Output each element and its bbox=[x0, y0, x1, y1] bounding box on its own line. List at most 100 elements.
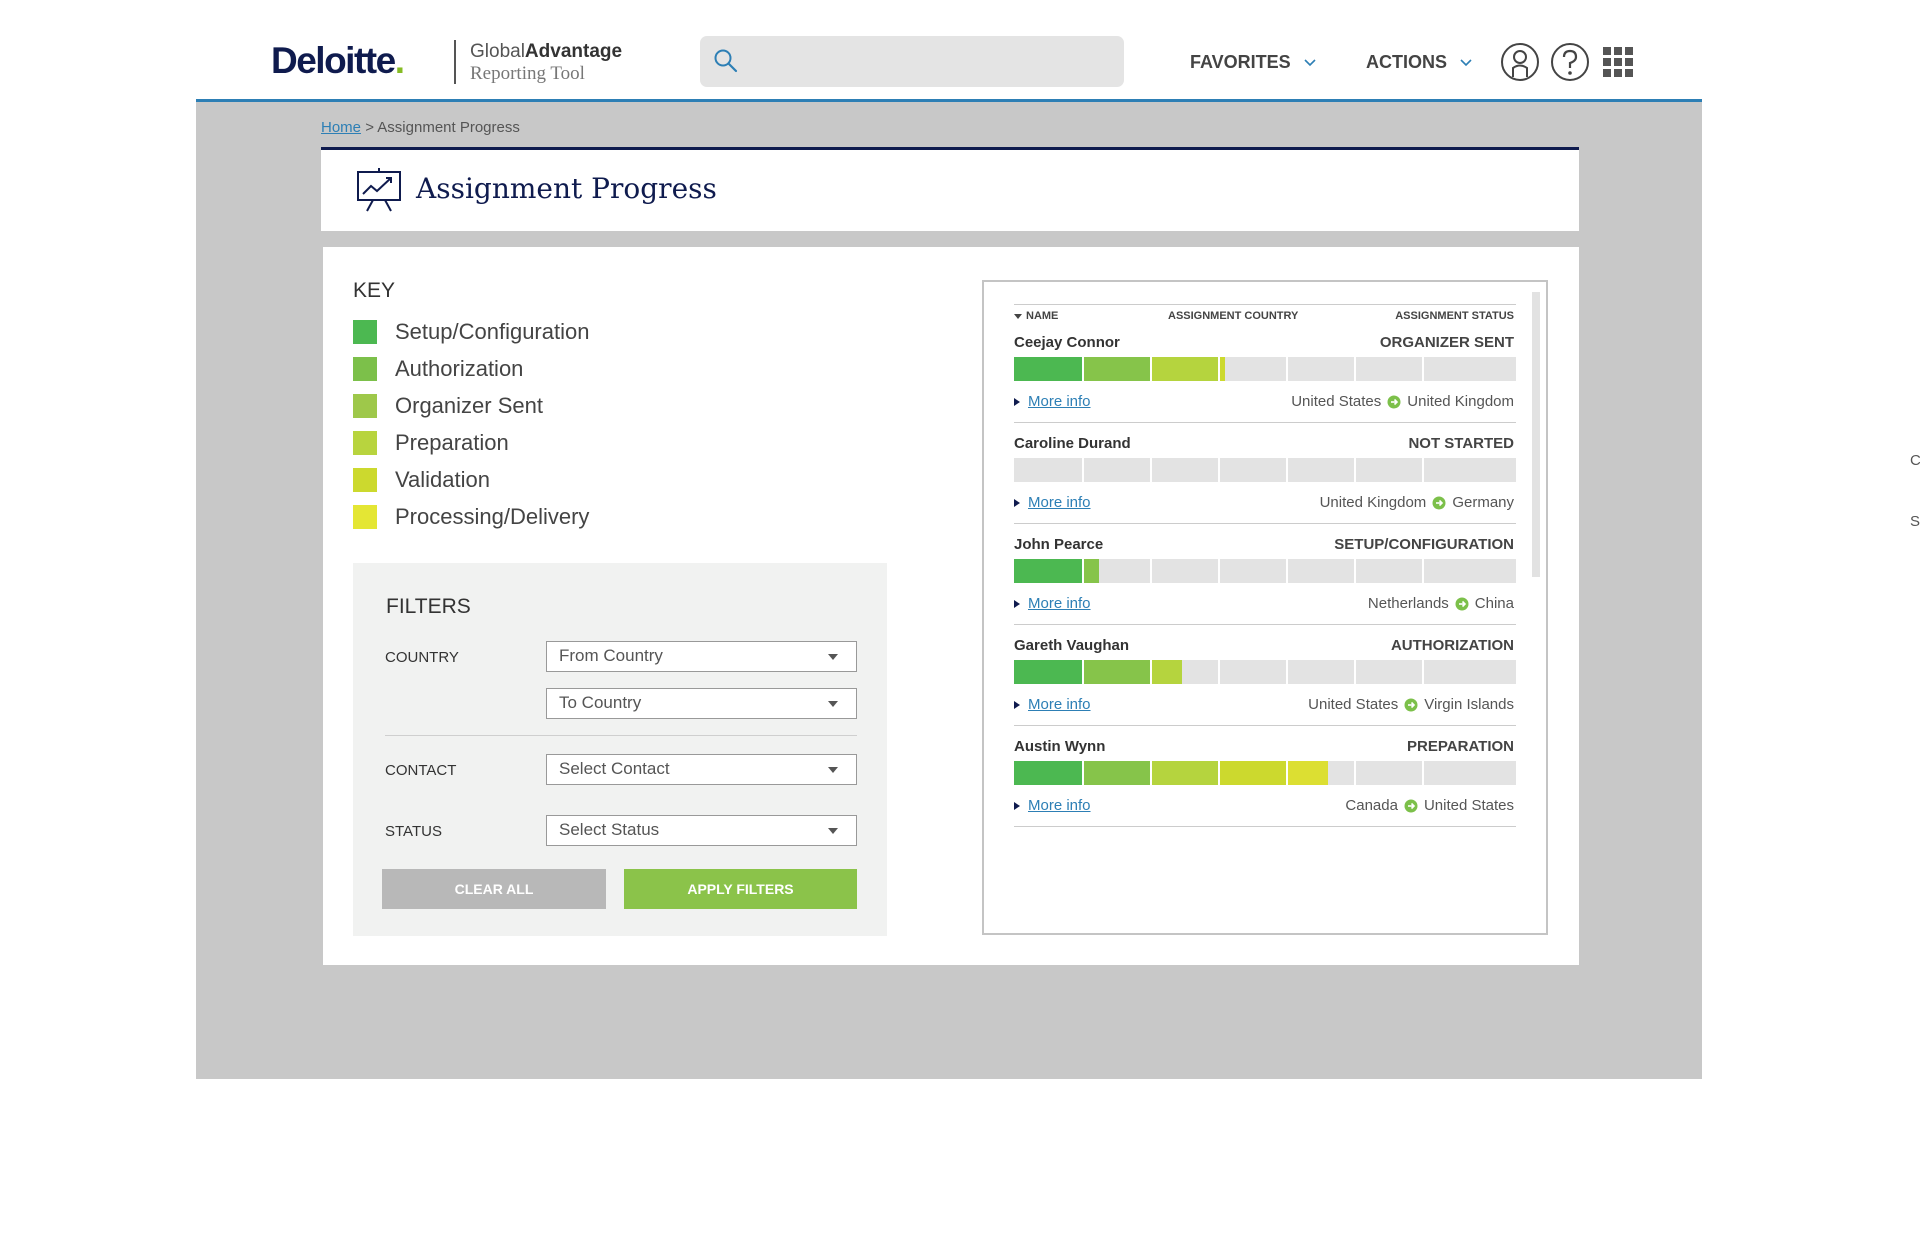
country-column-header[interactable]: ASSIGNMENT COUNTRY bbox=[1168, 310, 1299, 322]
key-swatch bbox=[353, 356, 377, 381]
assignment-status: PREPARATION bbox=[1407, 738, 1514, 755]
progress-divider bbox=[1422, 559, 1424, 583]
more-info-label: More info bbox=[1028, 696, 1091, 713]
progress-fill bbox=[1014, 559, 1099, 583]
progress-segment bbox=[1014, 357, 1083, 381]
progress-divider bbox=[1422, 357, 1424, 381]
more-info-label: More info bbox=[1028, 494, 1091, 511]
key-item: Processing/Delivery bbox=[353, 498, 589, 535]
key-swatch bbox=[353, 467, 377, 492]
assignee-name: John Pearce bbox=[1014, 536, 1104, 553]
caret-down-icon bbox=[828, 767, 838, 773]
user-profile-icon[interactable] bbox=[1500, 42, 1540, 82]
progress-segment bbox=[1151, 660, 1182, 684]
assignee-name: Austin Wynn bbox=[1014, 738, 1106, 755]
product-subtitle: Reporting Tool bbox=[470, 63, 585, 84]
arrow-right-circle-icon bbox=[1387, 395, 1401, 408]
assignment-route: Netherlands China bbox=[1368, 595, 1514, 612]
assignee-name: Ceejay Connor bbox=[1014, 334, 1120, 351]
to-country-select[interactable]: To Country bbox=[546, 688, 857, 719]
key-item: Authorization bbox=[353, 350, 589, 387]
product-name: GlobalAdvantage Reporting Tool bbox=[470, 41, 622, 85]
from-country-select[interactable]: From Country bbox=[546, 641, 857, 672]
edge-text-s: S bbox=[1910, 513, 1920, 530]
assignment-route: United States Virgin Islands bbox=[1308, 696, 1514, 713]
progress-bar bbox=[1014, 357, 1516, 381]
key-label: Processing/Delivery bbox=[395, 503, 590, 529]
help-icon[interactable] bbox=[1550, 42, 1590, 82]
more-info-link[interactable]: More info bbox=[1014, 494, 1091, 511]
assignment-route: United Kingdom Germany bbox=[1320, 494, 1514, 511]
favorites-menu[interactable]: FAVORITES bbox=[1190, 52, 1317, 73]
to-country: China bbox=[1474, 595, 1514, 612]
progress-divider bbox=[1218, 559, 1220, 583]
more-info-label: More info bbox=[1028, 393, 1091, 410]
caret-down-icon bbox=[828, 654, 838, 660]
chevron-down-icon bbox=[1460, 58, 1472, 66]
key-swatch bbox=[353, 393, 377, 418]
key-swatch bbox=[353, 504, 377, 529]
key-swatch bbox=[353, 430, 377, 455]
key-label: Organizer Sent bbox=[395, 392, 543, 418]
progress-bar bbox=[1014, 559, 1516, 583]
status-select[interactable]: Select Status bbox=[546, 815, 857, 846]
to-country: United States bbox=[1423, 797, 1514, 814]
clear-all-button[interactable]: CLEAR ALL bbox=[382, 869, 606, 909]
breadcrumb-home-link[interactable]: Home bbox=[321, 119, 362, 136]
progress-segment bbox=[1014, 761, 1083, 785]
more-info-link[interactable]: More info bbox=[1014, 696, 1091, 713]
assignee-name: Caroline Durand bbox=[1014, 435, 1131, 452]
product-name-a: Global bbox=[470, 41, 525, 62]
to-country: United Kingdom bbox=[1407, 393, 1514, 410]
progress-segment bbox=[1083, 357, 1151, 381]
status-label: STATUS bbox=[385, 823, 442, 840]
progress-segment bbox=[1219, 761, 1287, 785]
key-label: Validation bbox=[395, 466, 490, 492]
key-label: Setup/Configuration bbox=[395, 318, 590, 344]
actions-menu[interactable]: ACTIONS bbox=[1366, 52, 1473, 73]
caret-down-icon bbox=[828, 701, 838, 707]
to-country-value: To Country bbox=[559, 693, 642, 712]
key-item: Organizer Sent bbox=[353, 387, 589, 424]
from-country: United States bbox=[1308, 696, 1399, 713]
progress-segment bbox=[1083, 660, 1151, 684]
more-info-link[interactable]: More info bbox=[1014, 393, 1091, 410]
more-info-link[interactable]: More info bbox=[1014, 797, 1091, 814]
arrow-right-circle-icon bbox=[1432, 496, 1446, 509]
key-title: KEY bbox=[353, 279, 396, 302]
name-column-header[interactable]: NAME bbox=[1014, 310, 1058, 322]
search-icon[interactable] bbox=[712, 47, 740, 75]
progress-segment bbox=[1151, 761, 1219, 785]
search-input[interactable] bbox=[700, 36, 1124, 87]
filters-title: FILTERS bbox=[386, 595, 471, 618]
edge-text-c: C bbox=[1910, 452, 1920, 469]
status-value: Select Status bbox=[559, 820, 660, 839]
product-name-b: Advantage bbox=[524, 41, 623, 62]
contact-label: CONTACT bbox=[385, 762, 457, 779]
more-info-label: More info bbox=[1028, 797, 1091, 814]
progress-fill bbox=[1014, 660, 1182, 684]
status-column-header[interactable]: ASSIGNMENT STATUS bbox=[1395, 310, 1514, 322]
progress-ticks bbox=[1014, 458, 1516, 482]
apply-filters-button[interactable]: APPLY FILTERS bbox=[624, 869, 857, 909]
assignment-status: SETUP/CONFIGURATION bbox=[1334, 536, 1514, 553]
key-item: Preparation bbox=[353, 424, 589, 461]
expand-triangle-icon bbox=[1014, 700, 1020, 709]
page-title-bar: Assignment Progress bbox=[321, 147, 1579, 231]
page-title: Assignment Progress bbox=[416, 172, 717, 205]
progress-segment bbox=[1014, 660, 1083, 684]
from-country: United States bbox=[1291, 393, 1382, 410]
apps-grid-icon[interactable] bbox=[1602, 46, 1634, 78]
breadcrumb-current: Assignment Progress bbox=[377, 119, 520, 136]
key-legend: Setup/Configuration Authorization Organize… bbox=[353, 313, 589, 535]
contact-select[interactable]: Select Contact bbox=[546, 754, 857, 785]
progress-fill bbox=[1014, 761, 1328, 785]
assignment-status: NOT STARTED bbox=[1408, 435, 1514, 452]
deloitte-logo[interactable]: Deloitte. bbox=[271, 40, 405, 82]
assignment-status: ORGANIZER SENT bbox=[1379, 334, 1514, 351]
scrollbar[interactable] bbox=[1532, 292, 1540, 577]
progress-divider bbox=[1286, 559, 1288, 583]
expand-triangle-icon bbox=[1014, 397, 1020, 406]
progress-divider bbox=[1422, 761, 1424, 785]
more-info-link[interactable]: More info bbox=[1014, 595, 1091, 612]
